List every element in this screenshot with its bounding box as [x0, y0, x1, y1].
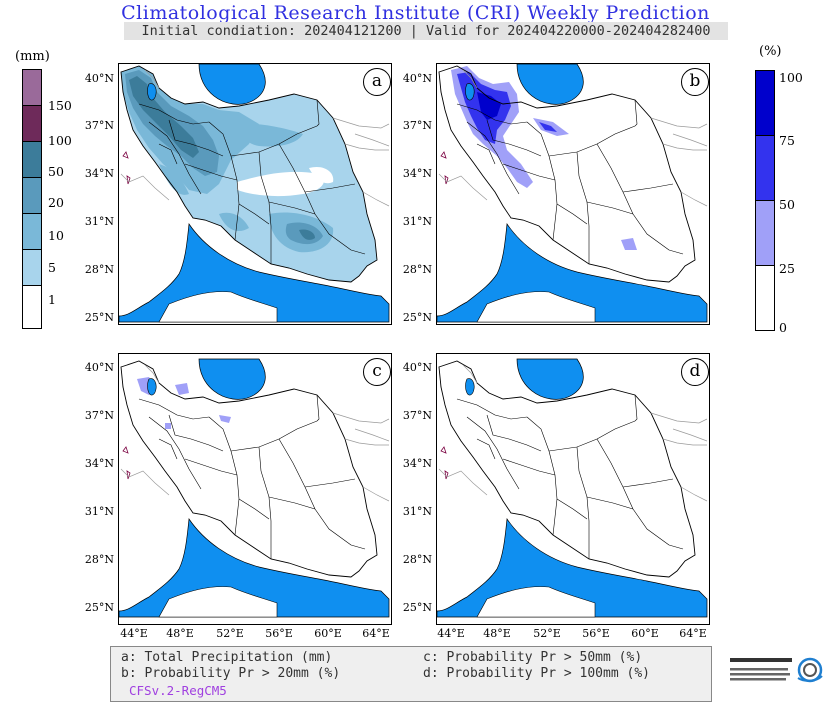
- colorbar-left-swatch: [23, 142, 41, 178]
- lat-label: 28°N: [84, 263, 114, 276]
- lon-label: 64°E: [679, 627, 707, 640]
- lon-label: 52°E: [533, 627, 561, 640]
- lon-label: 64°E: [362, 627, 390, 640]
- colorbar-right-unit: (%): [759, 44, 782, 59]
- lat-label: 37°N: [402, 409, 432, 422]
- lon-label: 52°E: [216, 627, 244, 640]
- colorbar-left-label: 5: [48, 260, 56, 275]
- colorbar-left-swatch: [23, 250, 41, 286]
- lat-label: 28°N: [402, 263, 432, 276]
- colorbar-left-unit: (mm): [15, 49, 50, 64]
- colorbar-left-swatch: [23, 214, 41, 250]
- lat-label: 34°N: [402, 457, 432, 470]
- lon-label: 44°E: [120, 627, 148, 640]
- colorbar-left-label: 150: [48, 98, 72, 113]
- lat-label: 25°N: [402, 311, 432, 324]
- page-title: Climatological Research Institute (CRI) …: [121, 2, 710, 24]
- colorbar-right-swatch: [756, 201, 774, 266]
- legend-box: a: Total Precipitation (mm) b: Probabili…: [110, 646, 712, 702]
- colorbar-left-label: 20: [48, 195, 64, 210]
- lat-label: 37°N: [84, 409, 114, 422]
- colorbar-right-label: 0: [779, 320, 787, 335]
- lat-label: 25°N: [84, 311, 114, 324]
- lat-label: 40°N: [402, 72, 432, 85]
- legend-item-b: b: Probability Pr > 20mm (%): [121, 666, 341, 681]
- lat-label: 37°N: [402, 119, 432, 132]
- panel-label-c: c: [363, 358, 391, 386]
- colorbar-right-swatch: [756, 266, 774, 330]
- colorbar-left-label: 50: [48, 164, 64, 179]
- map-panel-a: a: [118, 63, 392, 325]
- lat-label: 31°N: [402, 505, 432, 518]
- lat-label: 31°N: [84, 215, 114, 228]
- colorbar-left-swatch: [23, 106, 41, 142]
- lat-label: 28°N: [402, 553, 432, 566]
- colorbar-left-swatch: [23, 286, 41, 322]
- colorbar-right-label: 25: [779, 261, 795, 276]
- panel-label-a: a: [363, 68, 391, 96]
- colorbar-right-label: 100: [779, 70, 803, 85]
- legend-item-a: a: Total Precipitation (mm): [121, 650, 333, 665]
- lat-label: 40°N: [84, 72, 114, 85]
- colorbar-right: [755, 70, 775, 331]
- colorbar-left-label: 1: [48, 292, 56, 307]
- legend-item-d: d: Probability Pr > 100mm (%): [423, 666, 650, 681]
- lat-label: 40°N: [84, 361, 114, 374]
- lon-label: 56°E: [582, 627, 610, 640]
- colorbar-right-label: 75: [779, 133, 795, 148]
- lat-label: 37°N: [84, 119, 114, 132]
- lat-label: 31°N: [84, 505, 114, 518]
- lat-label: 34°N: [402, 167, 432, 180]
- colorbar-left: [22, 69, 42, 329]
- legend-item-c: c: Probability Pr > 50mm (%): [423, 650, 643, 665]
- colorbar-left-swatch: [23, 70, 41, 106]
- map-panel-d: d: [436, 353, 710, 625]
- map-panel-b: b: [436, 63, 710, 325]
- model-name: CFSv.2-RegCM5: [129, 683, 227, 698]
- institute-logo-icon: [730, 656, 825, 692]
- lon-label: 56°E: [265, 627, 293, 640]
- lat-label: 34°N: [84, 167, 114, 180]
- colorbar-left-label: 100: [48, 133, 72, 148]
- panel-label-b: b: [681, 68, 709, 96]
- colorbar-left-swatch: [23, 178, 41, 214]
- lon-label: 48°E: [166, 627, 194, 640]
- lat-label: 34°N: [84, 457, 114, 470]
- lon-label: 60°E: [631, 627, 659, 640]
- lat-label: 31°N: [402, 215, 432, 228]
- lat-label: 25°N: [84, 601, 114, 614]
- colorbar-left-label: 10: [48, 228, 64, 243]
- colorbar-right-swatch: [756, 136, 774, 201]
- colorbar-right-swatch: [756, 71, 774, 136]
- lon-label: 60°E: [314, 627, 342, 640]
- lat-label: 28°N: [84, 553, 114, 566]
- map-panel-c: c: [118, 353, 392, 625]
- panel-label-d: d: [681, 358, 709, 386]
- lon-label: 44°E: [437, 627, 465, 640]
- lat-label: 25°N: [402, 601, 432, 614]
- page-subtitle: Initial condiation: 202404121200 | Valid…: [124, 22, 728, 40]
- lat-label: 40°N: [402, 361, 432, 374]
- lon-label: 48°E: [483, 627, 511, 640]
- colorbar-right-label: 50: [779, 197, 795, 212]
